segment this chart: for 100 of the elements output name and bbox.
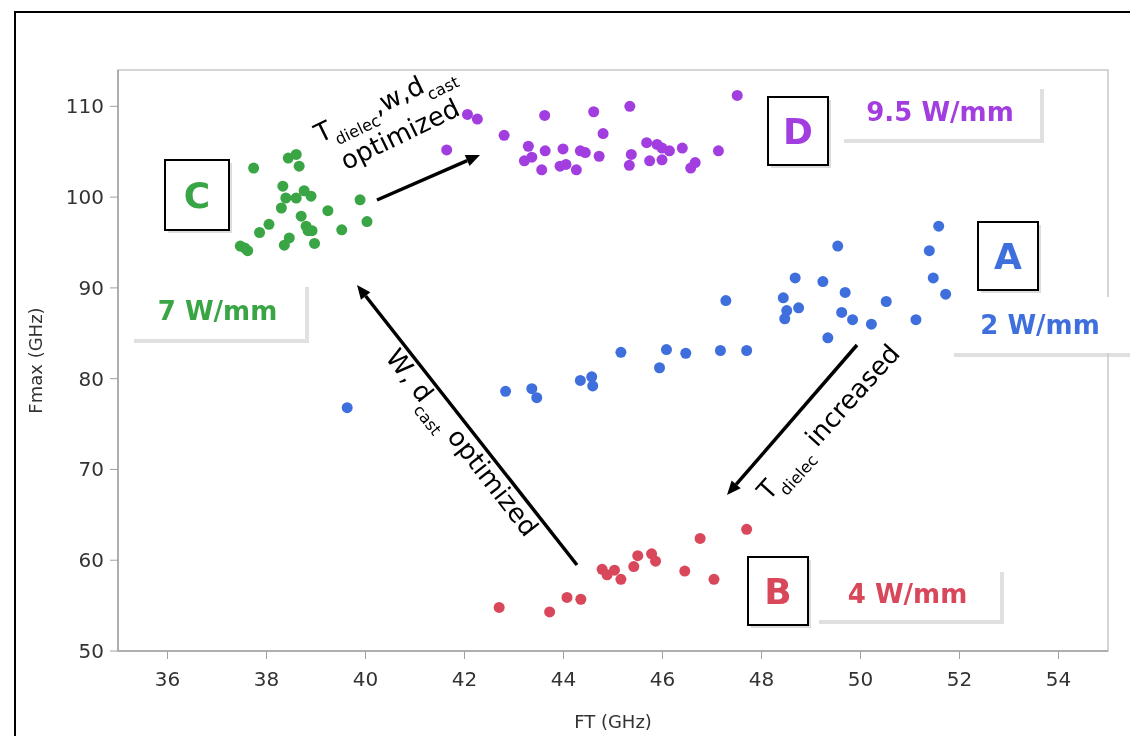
x-tick-label: 40 [352, 667, 379, 691]
point [561, 591, 573, 603]
point [498, 129, 510, 141]
series-label: C [183, 174, 211, 216]
point [531, 392, 543, 404]
y-tick-label: 60 [78, 548, 104, 573]
point [680, 347, 692, 359]
y-tick-label: 70 [78, 457, 104, 482]
x-tick-label: 36 [154, 667, 181, 691]
point [293, 160, 305, 172]
point [720, 295, 732, 307]
point [865, 318, 877, 330]
point [777, 292, 789, 304]
point [280, 192, 292, 204]
point [586, 371, 598, 383]
annotation: 4 W/mm [847, 579, 968, 610]
point [493, 601, 505, 613]
point [254, 227, 266, 238]
point [817, 276, 829, 288]
annotation: 9.5 W/mm [866, 97, 1014, 128]
point [536, 164, 548, 176]
series-label: D [783, 110, 813, 152]
point [597, 128, 609, 140]
point [587, 380, 599, 392]
x-tick-label: 54 [1045, 667, 1072, 691]
point [341, 402, 353, 414]
point [354, 194, 366, 206]
point [322, 205, 334, 217]
x-tick-label: 52 [946, 667, 973, 691]
point [660, 344, 672, 356]
point [789, 272, 801, 284]
x-axis-title: FT (GHz) [574, 711, 652, 732]
point [283, 232, 295, 244]
point [676, 142, 688, 154]
point [574, 374, 586, 386]
point [544, 606, 556, 618]
point [588, 106, 600, 118]
point [741, 345, 753, 357]
point [940, 288, 952, 300]
point [708, 573, 720, 585]
y-tick-label: 50 [78, 639, 104, 663]
point [632, 550, 644, 562]
point [650, 555, 662, 567]
point [593, 150, 605, 162]
point [248, 162, 260, 174]
x-tick-label: 38 [253, 667, 280, 691]
point [679, 565, 691, 577]
point [263, 218, 275, 230]
point [644, 155, 656, 167]
point [290, 148, 302, 160]
point [741, 523, 753, 535]
series-label: B [764, 570, 792, 612]
point [923, 245, 935, 257]
point [654, 362, 666, 374]
x-tick-label: 48 [748, 667, 775, 691]
point [615, 346, 627, 358]
point [623, 159, 635, 171]
annotation: 2 W/mm [980, 310, 1100, 341]
point [526, 151, 538, 163]
x-tick-label: 50 [847, 667, 874, 691]
x-tick-label: 42 [451, 667, 478, 691]
point [839, 286, 851, 298]
point [933, 220, 945, 232]
point [526, 383, 538, 395]
point [694, 532, 706, 544]
point [471, 113, 483, 125]
point [641, 137, 653, 149]
point [461, 108, 473, 120]
y-tick-label: 100 [65, 185, 104, 210]
series-label: A [994, 235, 1023, 277]
y-tick-label: 80 [78, 366, 104, 391]
point [689, 157, 701, 169]
point [781, 305, 793, 317]
point [539, 145, 551, 157]
x-tick-label: 46 [649, 667, 676, 691]
point [847, 314, 859, 326]
point [575, 593, 587, 605]
point [522, 140, 534, 152]
point [624, 100, 636, 112]
point [309, 237, 321, 249]
point [910, 314, 922, 326]
point [615, 573, 627, 585]
point [305, 190, 317, 202]
point [656, 154, 668, 166]
point [336, 224, 348, 236]
point [539, 109, 551, 121]
x-tick-label: 44 [550, 667, 577, 691]
point [625, 148, 637, 160]
point [731, 89, 743, 101]
point [361, 216, 373, 228]
point [557, 143, 569, 155]
y-axis-title: Fmax (GHz) [25, 307, 46, 414]
annotation: 7 W/mm [157, 296, 278, 327]
point [295, 210, 307, 222]
point [927, 272, 939, 284]
point [628, 561, 640, 573]
point [275, 202, 287, 214]
point [712, 145, 724, 157]
point [277, 180, 289, 192]
point [290, 192, 302, 204]
